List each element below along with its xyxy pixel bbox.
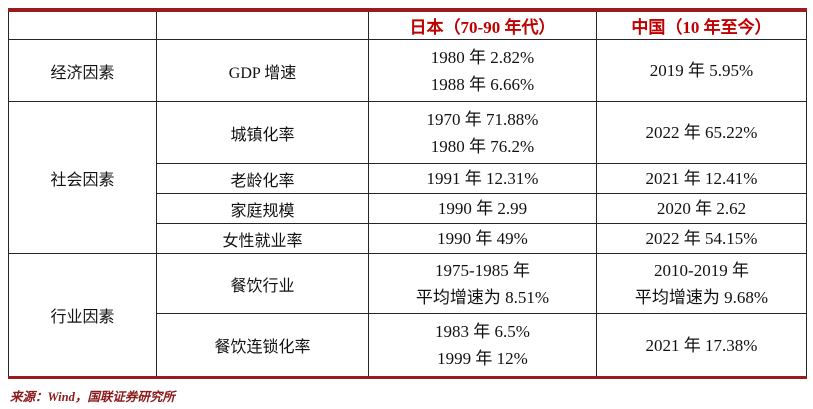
value-line: 2021 年 12.41% — [645, 169, 758, 188]
header-china: 中国（10 年至今） — [596, 9, 807, 40]
table-row: 经济因素 GDP 增速 1980 年 2.82% 1988 年 6.66% 20… — [8, 39, 807, 102]
value-line: 1990 年 2.99 — [437, 199, 528, 218]
japan-china-comparison-table: 日本（70-90 年代） 中国（10 年至今） 经济因素 GDP 增速 1980… — [8, 8, 807, 379]
japan-value-cell: 1975-1985 年 平均增速为 8.51% — [368, 253, 597, 314]
table-row: 家庭规模 1990 年 2.99 2020 年 2.62 — [9, 193, 807, 224]
value-line: 1990 年 49% — [437, 229, 528, 248]
metric-cell: 餐饮连锁化率 — [156, 313, 369, 378]
japan-value-cell: 1970 年 71.88% 1980 年 76.2% — [368, 101, 597, 164]
china-value-cell: 2022 年 65.22% — [596, 101, 807, 164]
metric-cell: 城镇化率 — [156, 101, 369, 164]
value-line: 1980 年 76.2% — [430, 136, 535, 156]
source-note: 来源：Wind，国联证券研究所 — [10, 390, 175, 404]
china-value-cell: 2021 年 12.41% — [596, 163, 807, 194]
metric-cell: 家庭规模 — [156, 193, 369, 224]
value-line: 1980 年 2.82% — [430, 47, 535, 67]
japan-value-cell: 1990 年 49% — [368, 223, 597, 254]
value-line: 1975-1985 年 — [435, 260, 530, 280]
china-value-cell: 2021 年 17.38% — [596, 313, 807, 378]
value-line: 2010-2019 年 — [654, 260, 749, 280]
header-japan: 日本（70-90 年代） — [368, 9, 597, 40]
table-row: 社会因素 城镇化率 1970 年 71.88% 1980 年 76.2% 202… — [8, 101, 807, 254]
value-line: 2019 年 5.95% — [649, 61, 754, 80]
table-row: 餐饮连锁化率 1983 年 6.5% 1999 年 12% 2021 年 17.… — [9, 313, 807, 378]
china-value-cell: 2020 年 2.62 — [596, 193, 807, 224]
japan-value-cell: 1980 年 2.82% 1988 年 6.66% — [368, 39, 597, 102]
japan-value-cell: 1990 年 2.99 — [368, 193, 597, 224]
value-line: 1970 年 71.88% — [426, 109, 539, 129]
metric-cell: 老龄化率 — [156, 163, 369, 194]
value-line: 2022 年 65.22% — [645, 123, 758, 142]
value-line: 1999 年 12% — [437, 349, 528, 368]
header-metric-cell — [156, 9, 369, 40]
japan-value-cell: 1983 年 6.5% 1999 年 12% — [368, 313, 597, 378]
value-line: 2022 年 54.15% — [645, 229, 758, 248]
table-row: 老龄化率 1991 年 12.31% 2021 年 12.41% — [9, 163, 807, 194]
value-line: 1991 年 12.31% — [426, 169, 539, 188]
metric-cell: 女性就业率 — [156, 223, 369, 254]
value-line: 平均增速为 8.51% — [415, 287, 550, 307]
category-cell-industry: 行业因素 — [8, 253, 157, 378]
china-value-cell: 2022 年 54.15% — [596, 223, 807, 254]
table-row: 行业因素 餐饮行业 1975-1985 年 平均增速为 8.51% 2010-2… — [8, 253, 807, 378]
category-cell-economic: 经济因素 — [8, 39, 157, 102]
metric-cell: GDP 增速 — [156, 39, 369, 102]
value-line: 2021 年 17.38% — [645, 335, 758, 355]
category-cell-social: 社会因素 — [8, 101, 157, 254]
china-value-cell: 2019 年 5.95% — [596, 39, 807, 102]
value-line: 2020 年 2.62 — [656, 199, 747, 218]
table-row: 女性就业率 1990 年 49% 2022 年 54.15% — [9, 223, 807, 254]
table-header-row: 日本（70-90 年代） 中国（10 年至今） — [8, 9, 807, 40]
header-category-cell — [8, 9, 157, 40]
china-value-cell: 2010-2019 年 平均增速为 9.68% — [596, 253, 807, 314]
japan-value-cell: 1991 年 12.31% — [368, 163, 597, 194]
metric-cell: 餐饮行业 — [156, 253, 369, 314]
value-line: 平均增速为 9.68% — [634, 287, 769, 307]
value-line: 1988 年 6.66% — [430, 74, 535, 94]
value-line: 1983 年 6.5% — [435, 322, 530, 341]
